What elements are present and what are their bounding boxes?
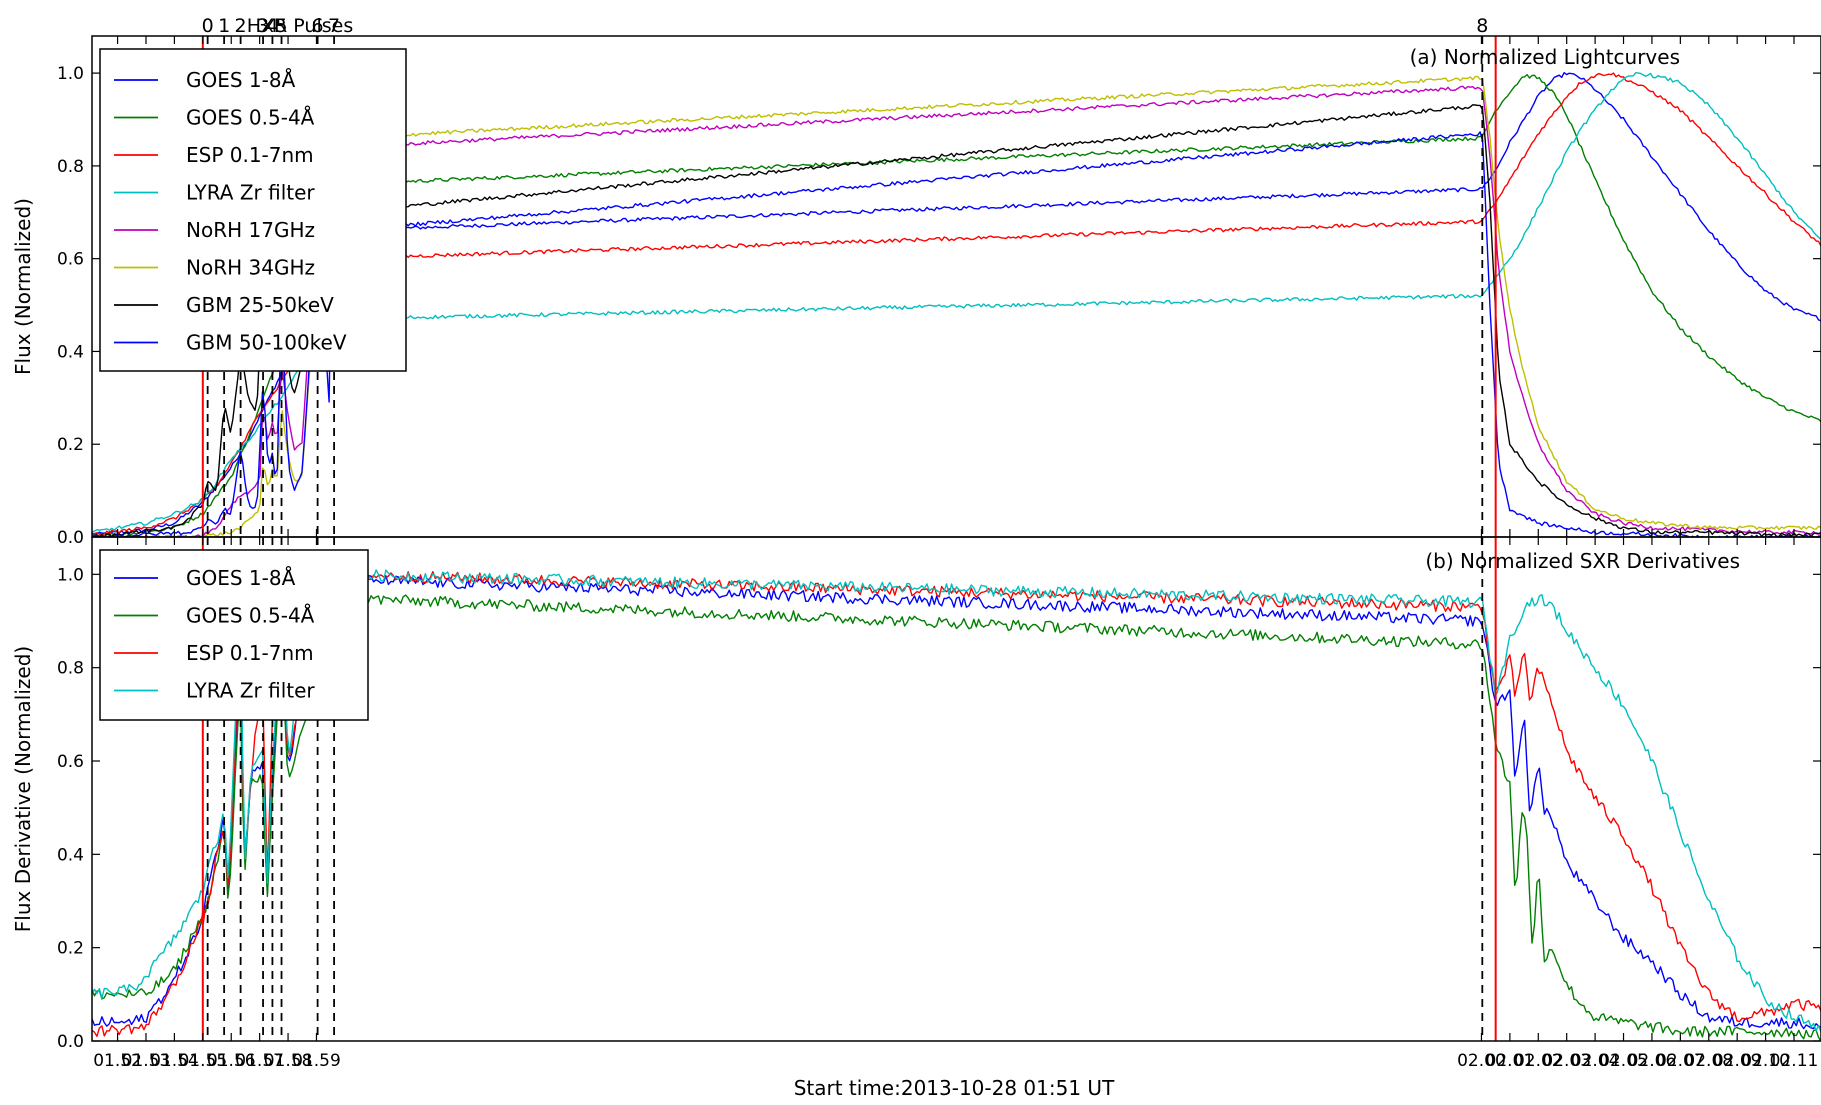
panel-title-p1: (b) Normalized SXR Derivatives	[1425, 549, 1740, 573]
x-tick-label-14: 02.06	[1628, 1051, 1677, 1071]
panel-1-series-group	[92, 568, 1821, 1041]
legend-label-p0-7: GBM 50-100keV	[186, 331, 347, 355]
x-tick-label-16: 02.08	[1684, 1051, 1733, 1071]
y-tick-label-p1-3: 0.6	[57, 752, 84, 772]
pulse-label-2: 2	[235, 15, 247, 37]
x-tick-label-15: 02.07	[1656, 1051, 1705, 1071]
y-tick-label-p0-3: 0.6	[57, 250, 84, 270]
pulse-label-4: 4	[266, 15, 278, 37]
x-tick-label-4: 01.56	[207, 1051, 256, 1071]
y-axis-title-p1: Flux Derivative (Normalized)	[11, 646, 35, 932]
series-line-p1-1	[92, 593, 1821, 1041]
legend-label-p0-6: GBM 25-50keV	[186, 293, 334, 317]
x-tick-label-11: 02.03	[1542, 1051, 1591, 1071]
legend-label-p1-0: GOES 1-8Å	[186, 566, 296, 590]
x-tick-label-13: 02.05	[1599, 1051, 1648, 1071]
x-tick-label-3: 01.55	[178, 1051, 227, 1071]
legend-label-p1-2: ESP 0.1-7nm	[186, 641, 314, 665]
y-tick-label-p1-4: 0.8	[57, 659, 84, 679]
y-tick-label-p0-2: 0.4	[57, 342, 84, 362]
x-tick-label-7: 01.59	[292, 1051, 341, 1071]
legend-label-p0-3: LYRA Zr filter	[186, 181, 315, 205]
pulse-label-7: 7	[328, 15, 340, 37]
x-tick-label-2: 01.54	[150, 1051, 199, 1071]
x-tick-label-12: 02.04	[1571, 1051, 1620, 1071]
pulse-label-5: 5	[275, 15, 287, 37]
x-tick-label-1: 01.53	[122, 1051, 171, 1071]
legend-label-p0-5: NoRH 34GHz	[186, 256, 315, 280]
x-axis-title: Start time:2013-10-28 01:51 UT	[794, 1076, 1115, 1100]
x-tick-label-6: 01.58	[264, 1051, 313, 1071]
x-tick-label-17: 02.09	[1713, 1051, 1762, 1071]
y-tick-label-p0-0: 0.0	[57, 528, 84, 548]
series-line-p1-3	[92, 569, 1821, 1033]
legend-label-p1-3: LYRA Zr filter	[186, 679, 315, 703]
legend-label-p0-2: ESP 0.1-7nm	[186, 143, 314, 167]
panel-title-p0: (a) Normalized Lightcurves	[1410, 45, 1680, 69]
pulse-label-1: 1	[218, 15, 230, 37]
legend-box-p0	[99, 48, 407, 372]
y-tick-label-p1-5: 1.0	[57, 565, 84, 585]
y-axis-title-p0: Flux (Normalized)	[11, 198, 35, 375]
pulse-label-6: 6	[312, 15, 324, 37]
y-tick-label-p0-4: 0.8	[57, 157, 84, 177]
y-tick-label-p0-1: 0.2	[57, 435, 84, 455]
x-tick-label-9: 02.01	[1486, 1051, 1535, 1071]
panel-1-frame	[91, 536, 1821, 1042]
y-tick-label-p1-1: 0.2	[57, 939, 84, 959]
legend-label-p0-0: GOES 1-8Å	[186, 68, 296, 92]
x-tick-label-18: 02.10	[1741, 1051, 1790, 1071]
legend-label-p1-1: GOES 0.5-4Å	[186, 604, 315, 628]
y-tick-label-p1-0: 0.0	[57, 1032, 84, 1052]
series-line-p1-2	[92, 568, 1821, 1038]
x-tick-label-10: 02.02	[1514, 1051, 1563, 1071]
x-tick-label-0: 01.52	[93, 1051, 142, 1071]
series-line-p1-0	[92, 573, 1821, 1030]
legend-label-p0-1: GOES 0.5-4Å	[186, 106, 315, 130]
pulse-label-3: 3	[257, 15, 269, 37]
pulse-label-8: 8	[1476, 15, 1488, 37]
x-tick-label-19: 02.11	[1770, 1051, 1819, 1071]
x-tick-label-8: 02.00	[1457, 1051, 1506, 1071]
x-tick-label-5: 01.57	[235, 1051, 284, 1071]
y-tick-label-p1-2: 0.4	[57, 845, 84, 865]
legend-label-p0-4: NoRH 17GHz	[186, 218, 315, 242]
pulse-label-0: 0	[202, 15, 214, 37]
y-tick-label-p0-5: 1.0	[57, 64, 84, 84]
hxr-pulses-label: HXR Pulses	[247, 15, 353, 37]
